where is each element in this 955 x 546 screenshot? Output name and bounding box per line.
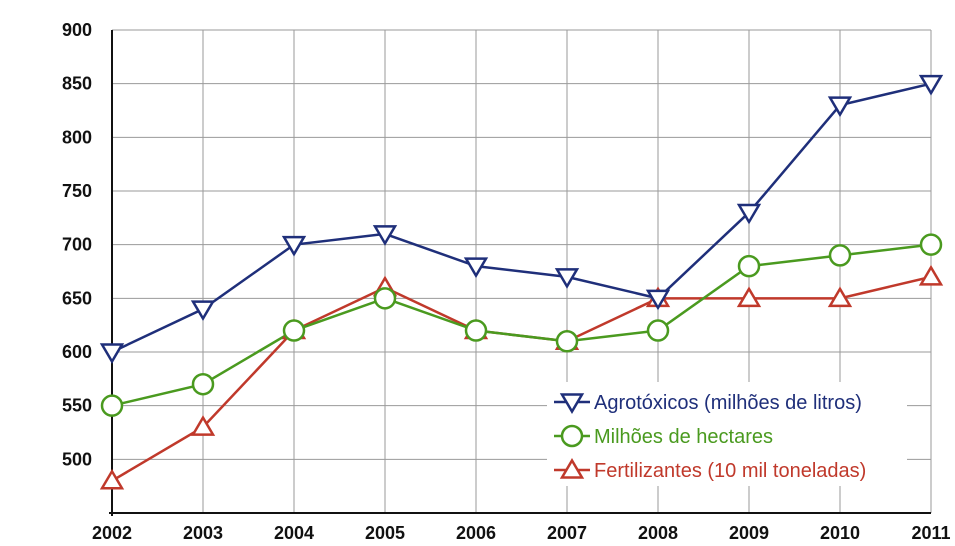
series-markers bbox=[99, 74, 944, 490]
series-2-point bbox=[190, 415, 216, 436]
y-tick-label: 600 bbox=[62, 342, 92, 362]
x-tick-labels: 2002 2003 2004 2005 2006 2007 2008 2009 2010 2011 bbox=[92, 523, 951, 543]
legend-label: Milhões de hectares bbox=[594, 426, 773, 448]
series-0-point bbox=[190, 300, 216, 322]
series-lines bbox=[111, 82, 932, 482]
x-tick-label: 2006 bbox=[456, 523, 496, 543]
legend-marker bbox=[559, 458, 585, 479]
series-0-point bbox=[645, 289, 671, 311]
x-tick-label: 2007 bbox=[547, 523, 587, 543]
series-0-point bbox=[918, 74, 944, 96]
series-0-point bbox=[463, 257, 489, 279]
series-1-point bbox=[100, 394, 124, 417]
series-1-point bbox=[555, 330, 579, 353]
axes bbox=[109, 30, 931, 516]
x-tick-label: 2004 bbox=[274, 523, 314, 543]
x-tick-label: 2009 bbox=[729, 523, 769, 543]
y-tick-label: 800 bbox=[62, 127, 92, 147]
series-0-point bbox=[281, 235, 307, 257]
series-1-point bbox=[373, 287, 397, 310]
series-1-line bbox=[111, 243, 932, 407]
series-0-point bbox=[827, 96, 853, 118]
series-1-point bbox=[646, 319, 670, 342]
x-tick-label: 2011 bbox=[911, 523, 950, 543]
series-0-point bbox=[554, 268, 580, 289]
y-tick-label: 650 bbox=[62, 288, 92, 308]
series-1-point bbox=[282, 319, 306, 342]
series-0-point bbox=[372, 225, 398, 246]
y-tick-label: 700 bbox=[62, 235, 92, 255]
x-tick-label: 2010 bbox=[820, 523, 860, 543]
series-1-point bbox=[191, 372, 215, 396]
y-tick-label: 550 bbox=[62, 396, 92, 416]
x-tick-label: 2008 bbox=[638, 523, 678, 543]
x-tick-label: 2002 bbox=[92, 523, 132, 543]
series-1-point bbox=[737, 254, 761, 278]
legend: Agrotóxicos (milhões de litros) Milhões d… bbox=[547, 382, 907, 486]
series-2-point bbox=[99, 468, 125, 490]
legend-marker bbox=[559, 393, 585, 414]
legend-marker bbox=[560, 424, 584, 448]
series-0-point bbox=[99, 343, 125, 364]
y-tick-label: 900 bbox=[62, 20, 92, 40]
series-0-line bbox=[111, 82, 932, 354]
series-1-point bbox=[464, 319, 488, 342]
series-1-point bbox=[919, 233, 943, 256]
series-1-point bbox=[828, 244, 852, 267]
x-tick-label: 2003 bbox=[183, 523, 223, 543]
legend-label: Fertilizantes (10 mil toneladas) bbox=[594, 460, 866, 482]
series-2-point bbox=[918, 264, 944, 286]
y-tick-labels: 900 850 800 750 700 650 600 550 500 bbox=[62, 20, 92, 469]
series-2-point bbox=[827, 286, 853, 308]
y-tick-label: 850 bbox=[62, 74, 92, 94]
series-2-point bbox=[736, 286, 762, 308]
y-tick-label: 750 bbox=[62, 181, 92, 201]
legend-label: Agrotóxicos (milhões de litros) bbox=[594, 392, 862, 414]
y-tick-label: 500 bbox=[62, 449, 92, 469]
x-tick-label: 2005 bbox=[365, 523, 405, 543]
series-0-point bbox=[736, 203, 762, 225]
legend-box bbox=[547, 382, 907, 486]
